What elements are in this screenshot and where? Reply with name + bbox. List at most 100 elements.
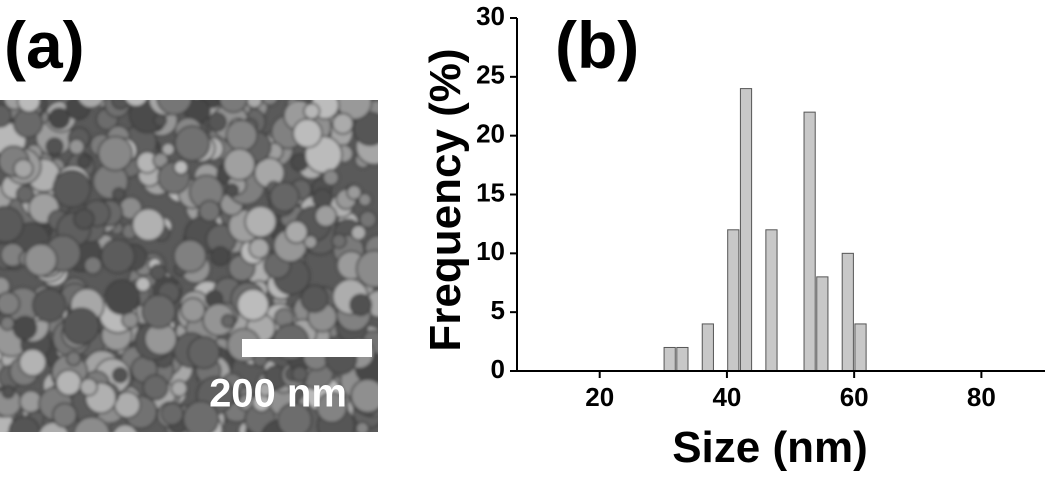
sem-grain <box>73 416 111 432</box>
sem-grain <box>65 350 82 367</box>
sem-grain <box>8 415 41 432</box>
plot: 0 5 10 15 20 25 30 20 40 60 80 <box>476 1 1045 412</box>
sem-texture <box>0 100 378 432</box>
y-tick-label: 15 <box>476 177 505 207</box>
sem-grain <box>32 287 67 323</box>
sem-grain <box>257 381 273 398</box>
sem-grain <box>174 125 211 162</box>
panel-label: (a) <box>4 8 85 82</box>
sem-grain <box>284 220 309 244</box>
sem-grain <box>131 207 166 242</box>
sem-grain <box>52 402 78 428</box>
sem-grain <box>303 234 318 250</box>
bar <box>841 252 854 372</box>
sem-grain <box>276 402 313 432</box>
sem-grain <box>355 421 370 432</box>
sem-grain <box>112 367 129 384</box>
sem-grain <box>12 315 38 341</box>
sem-grain <box>112 187 126 202</box>
sem-grain <box>303 102 321 120</box>
sem-grain <box>102 429 113 432</box>
sem-grain <box>100 238 136 274</box>
sem-grain <box>346 184 363 201</box>
sem-grain <box>12 108 44 139</box>
sem-grain <box>292 118 323 149</box>
y-tick-label: 20 <box>476 119 505 149</box>
sem-grain <box>180 297 206 323</box>
sem-grain <box>73 208 95 230</box>
x-tick-label: 40 <box>712 382 741 412</box>
y-tick-label: 5 <box>491 295 505 325</box>
sem-grain <box>0 103 12 128</box>
sem-grain <box>173 159 189 176</box>
sem-grain <box>350 224 367 241</box>
sem-grain <box>141 294 177 329</box>
sem-grain <box>124 100 148 108</box>
bar <box>676 346 689 372</box>
bar <box>727 229 740 372</box>
sem-grain <box>77 100 105 109</box>
scale-bar-label: 200 nm <box>209 372 347 416</box>
sem-grain <box>111 100 122 103</box>
sem-grain <box>55 369 83 397</box>
sem-grain <box>355 249 378 289</box>
sem-grain <box>218 100 249 114</box>
panel-label: (b) <box>555 8 639 82</box>
x-tick-label: 60 <box>840 382 869 412</box>
sem-grain <box>112 423 138 432</box>
sem-grain <box>62 307 100 345</box>
y-tick-label: 30 <box>476 1 505 31</box>
y-tick-label: 10 <box>476 236 505 266</box>
sem-grain <box>83 255 103 275</box>
bar <box>739 88 753 372</box>
sem-grain <box>358 210 378 229</box>
sem-grain <box>220 313 236 329</box>
sem-grain <box>244 205 277 238</box>
sem-grain <box>236 288 270 322</box>
sem-grain <box>16 100 42 114</box>
y-tick-label: 25 <box>476 60 505 90</box>
sem-grain <box>24 243 58 277</box>
sem-grain <box>187 335 221 370</box>
sem-grain <box>198 199 221 223</box>
sem-grain <box>170 379 188 398</box>
sem-grain <box>312 187 333 209</box>
sem-grain <box>357 192 373 207</box>
sem-grain <box>316 391 348 424</box>
sem-grain <box>223 148 256 181</box>
sem-grain <box>322 169 340 187</box>
sem-grain <box>0 205 25 244</box>
sem-grain <box>291 365 309 383</box>
x-tick-label: 80 <box>967 382 996 412</box>
sem-grain <box>156 100 193 116</box>
bar <box>816 276 829 372</box>
sem-grain <box>314 204 338 228</box>
sem-grain <box>1 385 16 399</box>
sem-grain <box>15 185 35 204</box>
x-axis-label: Size (nm) <box>672 423 868 472</box>
sem-grain <box>173 239 207 273</box>
sem-grain <box>104 279 140 315</box>
sem-grain <box>300 284 329 313</box>
bar <box>854 323 867 372</box>
sem-grain <box>350 378 378 414</box>
sem-grain <box>349 293 372 317</box>
sem-grain <box>245 100 263 109</box>
sem-grain <box>68 138 86 156</box>
sem-grain <box>248 237 271 260</box>
sem-grain <box>269 181 300 213</box>
sem-grain <box>134 276 152 293</box>
sem-grain <box>182 400 220 432</box>
sem-grain <box>142 374 169 401</box>
sem-grain <box>48 107 70 130</box>
sem-grain <box>79 377 99 397</box>
sem-grain <box>352 111 378 146</box>
sem-grain <box>45 137 64 156</box>
sem-grain <box>153 113 167 128</box>
bar <box>765 229 778 372</box>
x-tick-label: 20 <box>585 382 614 412</box>
sem-grain <box>18 348 47 377</box>
y-tick-label: 0 <box>491 354 505 384</box>
y-axis-label: Frequency (%) <box>421 48 470 351</box>
sem-grain <box>331 233 347 249</box>
